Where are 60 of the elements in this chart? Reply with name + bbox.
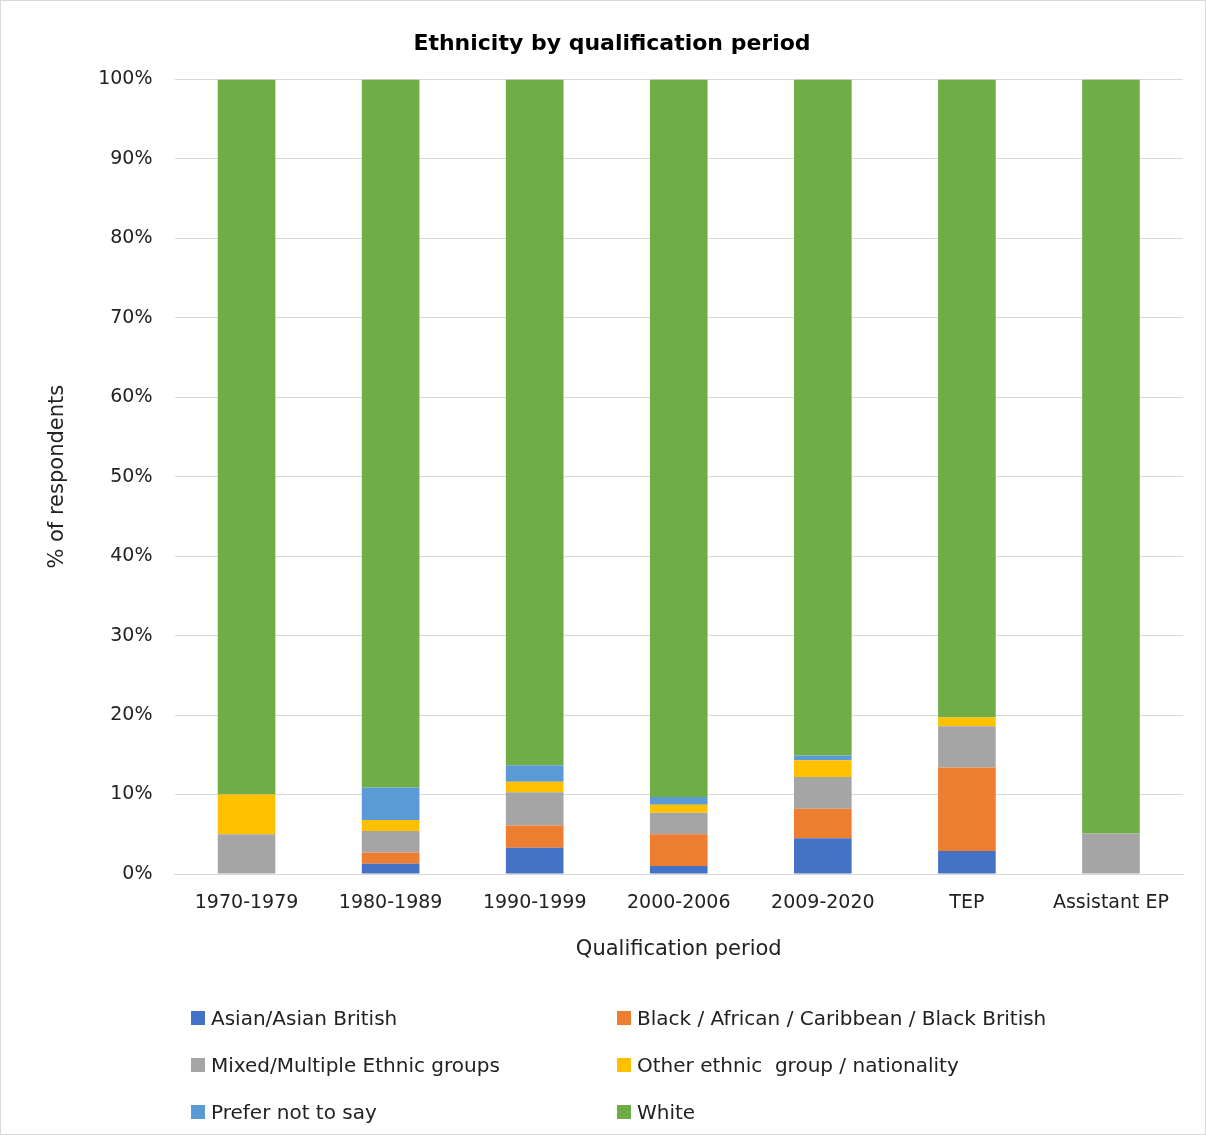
y-tick-label: 10% <box>110 781 153 804</box>
y-tick-label: 50% <box>110 463 153 486</box>
bar <box>649 79 708 797</box>
bar <box>361 852 420 864</box>
bar <box>1082 79 1140 834</box>
x-tick-label: 1990-1999 <box>482 890 587 913</box>
bar <box>794 79 852 756</box>
bar <box>938 717 996 727</box>
chart-title: Ethnicity by qualification period <box>413 29 811 55</box>
bar <box>505 825 564 848</box>
bar <box>505 781 564 793</box>
legend-label: White <box>637 1100 696 1124</box>
y-tick-label: 40% <box>110 543 153 566</box>
bar <box>361 831 420 853</box>
legend-label: Other ethnic group / nationality <box>637 1053 959 1077</box>
bar <box>505 765 564 782</box>
y-tick-label: 80% <box>110 225 153 248</box>
bar <box>217 834 276 874</box>
bar <box>938 726 996 768</box>
y-tick-label: 90% <box>110 145 153 168</box>
bar <box>649 866 708 874</box>
x-tick-label: 1970-1979 <box>194 890 299 913</box>
bar <box>505 79 564 766</box>
bar <box>794 838 852 874</box>
bar <box>794 808 852 839</box>
y-tick-label: 0% <box>122 860 153 883</box>
bar <box>1082 833 1140 874</box>
bar <box>505 847 564 874</box>
bar <box>649 834 708 867</box>
y-tick-label: 100% <box>98 66 153 89</box>
bar <box>938 850 996 874</box>
legend-label: Black / African / Caribbean / Black British <box>637 1006 1047 1030</box>
x-tick-label: 2009-2020 <box>771 890 875 913</box>
bar <box>361 863 420 874</box>
bar <box>361 787 420 820</box>
legend-label: Mixed/Multiple Ethnic groups <box>211 1053 500 1077</box>
y-tick-label: 70% <box>110 304 153 327</box>
bar <box>361 79 420 788</box>
legend-label: Prefer not to say <box>211 1100 377 1124</box>
x-tick-label: TEP <box>948 890 985 913</box>
x-tick-label: Assistant EP <box>1052 890 1169 913</box>
bar <box>649 796 708 805</box>
bar <box>938 767 996 851</box>
bar <box>794 760 852 778</box>
bar <box>938 79 996 718</box>
bar <box>794 777 852 809</box>
bar <box>217 79 276 795</box>
x-tick-label: 1980-1989 <box>338 890 443 913</box>
y-tick-label: 60% <box>110 384 153 407</box>
bar <box>505 792 564 826</box>
y-tick-label: 30% <box>110 622 153 645</box>
y-axis-title: % of respondents <box>44 384 69 569</box>
x-tick-label: 2000-2006 <box>626 890 731 913</box>
y-tick-label: 20% <box>110 702 153 725</box>
legend-label: Asian/Asian British <box>211 1006 398 1030</box>
bar <box>217 794 276 835</box>
x-axis-title: Qualification period <box>575 935 782 960</box>
bar <box>649 804 708 813</box>
bar <box>649 812 708 835</box>
bar <box>361 819 420 832</box>
